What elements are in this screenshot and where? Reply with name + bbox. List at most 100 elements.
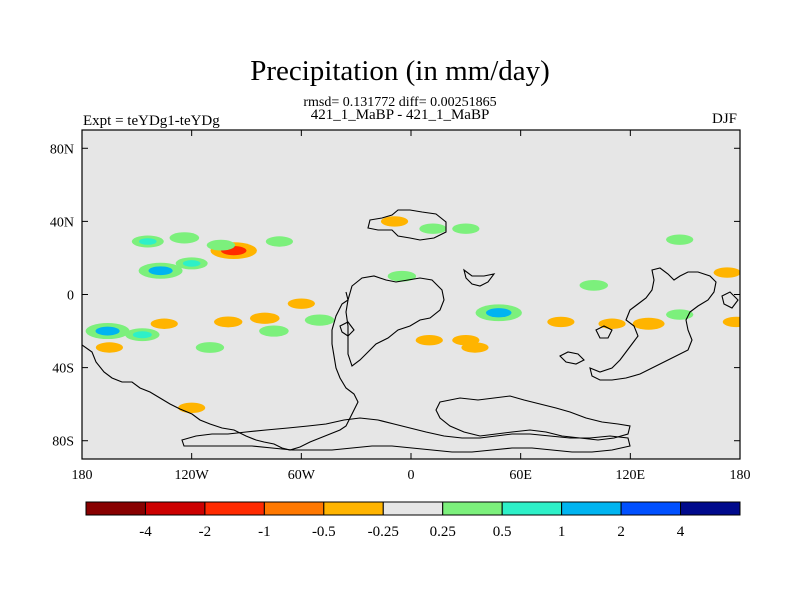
colorbar-label: -0.5: [312, 524, 336, 540]
colorbar-label: 0.25: [430, 524, 456, 540]
anomaly-layer: [85, 216, 740, 414]
colorbar-label: 4: [677, 524, 685, 540]
colorbar-box: [620, 501, 682, 516]
anomaly-cell: [95, 342, 124, 353]
coastline-europe: [367, 209, 447, 241]
anomaly-cell: [304, 314, 335, 326]
coastline-islands: [339, 291, 739, 365]
anomaly-cell: [547, 316, 575, 328]
season-label: DJF: [711, 111, 737, 127]
lon-tick-label: 180: [730, 468, 751, 483]
anomaly-core: [139, 238, 157, 245]
anomaly-cell: [579, 279, 608, 291]
stats-line: rmsd= 0.131772 diff= 0.00251865: [303, 95, 497, 110]
lat-tick-label: 80N: [50, 142, 74, 157]
anomaly-outer: [598, 318, 626, 329]
colorbar-label: 0.5: [493, 524, 512, 540]
anomaly-cell: [666, 309, 694, 320]
anomaly-outer: [452, 223, 480, 234]
anomaly-cell: [249, 312, 280, 324]
anomaly-cell: [178, 402, 206, 414]
colorbar-box: [144, 501, 206, 516]
anomaly-cell: [85, 323, 130, 340]
colorbar-box: [501, 501, 563, 516]
anomaly-outer: [206, 239, 236, 251]
anomaly-core: [485, 308, 512, 318]
anomaly-cell: [598, 318, 626, 329]
lon-tick-label: 60W: [288, 468, 316, 483]
anomaly-core: [182, 260, 201, 267]
anomaly-cell: [195, 342, 225, 353]
colorbar-box: [680, 501, 741, 516]
anomaly-outer: [169, 232, 200, 244]
colorbar-label: -1: [258, 524, 271, 540]
colorbar-label: -4: [139, 524, 152, 540]
plot-title: Precipitation (in mm/day): [250, 55, 550, 87]
case-label: 421_1_MaBP - 421_1_MaBP: [310, 107, 490, 123]
anomaly-outer: [380, 216, 409, 227]
coastlines: [82, 209, 739, 453]
anomaly-cell: [666, 234, 694, 245]
anomaly-outer: [214, 316, 243, 328]
anomaly-cell: [380, 216, 409, 227]
anomaly-cell: [632, 317, 665, 330]
anomaly-cell: [265, 236, 293, 247]
anomaly-cell: [169, 232, 200, 244]
anomaly-outer: [666, 234, 694, 245]
axis-ticks: 180 120W 60W 0 60E 120E 180 80N 40N 0 40S 80S: [50, 130, 751, 483]
anomaly-outer: [95, 342, 124, 353]
anomaly-outer: [419, 223, 447, 234]
anomaly-outer: [195, 342, 225, 353]
anomaly-outer: [387, 270, 417, 282]
lat-tick-label: 40N: [50, 215, 74, 230]
colorbar-box: [323, 501, 384, 516]
colorbar-box: [85, 501, 146, 516]
anomaly-cell: [387, 270, 417, 282]
anomaly-outer: [249, 312, 280, 324]
anomaly-cell: [125, 328, 160, 342]
colorbar-box: [382, 501, 444, 516]
anomaly-outer: [461, 342, 489, 353]
anomaly-core: [95, 326, 120, 336]
anomaly-outer: [415, 334, 443, 346]
anomaly-core: [132, 331, 152, 339]
anomaly-cell: [415, 334, 443, 346]
coastline-south-america: [345, 275, 445, 367]
coastline-antarctica: [181, 417, 631, 453]
anomaly-cell: [206, 239, 236, 251]
lon-tick-label: 0: [408, 468, 415, 483]
lon-tick-label: 60E: [509, 468, 532, 483]
anomaly-outer: [666, 309, 694, 320]
colorbar-label: 2: [617, 524, 625, 540]
anomaly-cell: [461, 342, 489, 353]
colorbar-box: [561, 501, 622, 516]
coastline-asia: [589, 267, 717, 381]
colorbar-label: -2: [199, 524, 212, 540]
anomaly-outer: [579, 279, 608, 291]
anomaly-cell: [138, 262, 183, 279]
anomaly-core: [639, 320, 658, 328]
anomaly-cell: [419, 223, 447, 234]
coastline-australia: [435, 395, 631, 441]
anomaly-outer: [722, 316, 740, 328]
anomaly-cell: [175, 257, 208, 270]
lat-tick-label: 0: [67, 289, 74, 304]
anomaly-cell: [475, 304, 522, 322]
anomaly-outer: [547, 316, 575, 328]
experiment-label: Expt = teYDg1-teYDg: [83, 113, 220, 129]
colorbar: -4 -2 -1 -0.5 -0.25 0.25 0.5 1 2 4: [85, 501, 741, 540]
anomaly-cell: [131, 235, 164, 248]
anomaly-outer: [178, 402, 206, 414]
colorbar-label: 1: [558, 524, 566, 540]
lat-tick-label: 80S: [52, 435, 74, 450]
anomaly-cell: [214, 316, 243, 328]
colorbar-box: [442, 501, 503, 516]
colorbar-box: [263, 501, 325, 516]
anomaly-outer: [259, 325, 289, 337]
anomaly-core: [148, 266, 173, 276]
anomaly-cell: [259, 325, 289, 337]
anomaly-cell: [150, 318, 178, 329]
lon-tick-label: 120E: [616, 468, 646, 483]
lat-tick-label: 40S: [52, 362, 74, 377]
